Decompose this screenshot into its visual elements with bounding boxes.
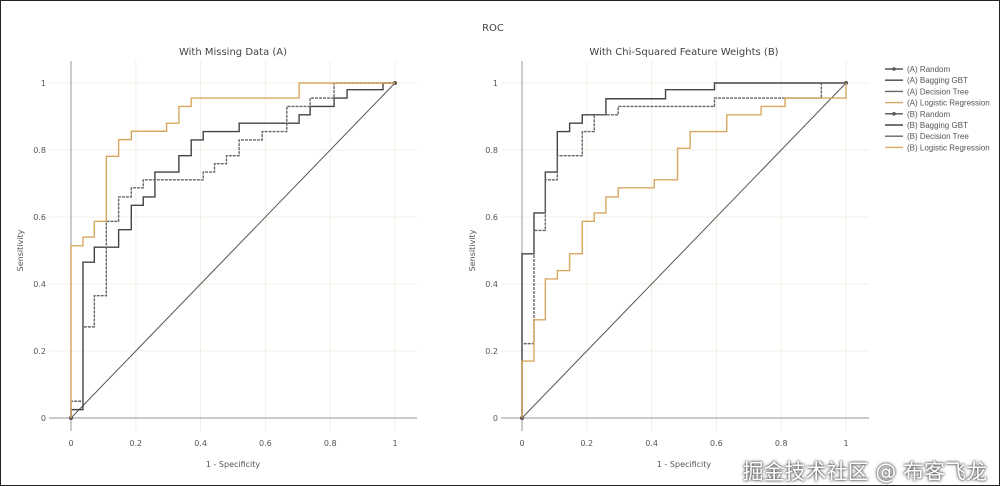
y-tick-label: 0.8 (485, 146, 498, 155)
legend-label: (A) Bagging GBT (907, 76, 968, 85)
legend-label: (B) Logistic Regression (907, 143, 990, 152)
x-tick-label: 0.4 (645, 439, 658, 448)
y-tick-label: 0.4 (33, 280, 46, 289)
y-tick-label: 1 (41, 79, 46, 88)
legend-item-b-random: (B) Random (885, 110, 950, 119)
x-tick-label: 0.2 (580, 439, 593, 448)
y-tick-label: 0.6 (485, 213, 498, 222)
y-tick-label: 1 (493, 79, 498, 88)
legend-item-b-logistic-regression: (B) Logistic Regression (885, 143, 990, 152)
x-tick-label: 0 (519, 439, 524, 448)
y-axis-title: Sensitivity (16, 229, 25, 271)
x-tick-label: 0.8 (324, 439, 337, 448)
y-tick-label: 0.2 (485, 347, 498, 356)
legend-marker (892, 112, 896, 116)
series-a-decision-tree (70, 82, 395, 418)
series-a-logistic-regression (70, 82, 395, 418)
legend-item-a-decision-tree: (A) Decision Tree (885, 87, 969, 96)
series-b-random (521, 82, 847, 419)
y-tick-label: 0.2 (33, 347, 46, 356)
subplot-title: With Chi-Squared Feature Weights (B) (589, 47, 778, 58)
y-tick-label: 0.6 (33, 213, 46, 222)
legend-item-a-logistic-regression: (A) Logistic Regression (885, 99, 990, 108)
series-b-logistic-regression (521, 83, 847, 418)
x-axis-title: 1 - Specificity (657, 460, 712, 469)
legend-label: (B) Decision Tree (907, 132, 969, 141)
x-tick-label: 0.8 (775, 439, 788, 448)
series-a-random (70, 82, 396, 419)
y-tick-label: 0.4 (485, 280, 498, 289)
subplot-b: 0 0.2 0.4 0.6 0.8 1 0 0.2 0.4 0.6 0.8 1 With Chi-Squ… (468, 47, 869, 469)
x-tick-label: 0.6 (259, 439, 272, 448)
legend-label: (A) Random (907, 65, 950, 74)
legend-item-a-random: (A) Random (885, 65, 950, 74)
x-tick-label: 0.2 (129, 439, 142, 448)
legend-marker (892, 67, 896, 71)
watermark: 掘金技术社区 @ 布客飞龙 (742, 460, 987, 484)
legend-label: (B) Bagging GBT (907, 121, 968, 130)
legend-item-b-bagging-gbt: (B) Bagging GBT (885, 121, 968, 130)
x-tick-label: 1 (392, 439, 397, 448)
figure-title: ROC (482, 23, 504, 34)
x-tick-label: 1 (843, 439, 848, 448)
y-tick-label: 0 (41, 414, 46, 423)
legend: (A) Random (A) Bagging GBT (A) Decision Tr… (885, 65, 990, 152)
x-tick-label: 0.6 (710, 439, 723, 448)
legend-item-b-decision-tree: (B) Decision Tree (885, 132, 969, 141)
y-tick-label: 0.8 (33, 146, 46, 155)
legend-item-a-bagging-gbt: (A) Bagging GBT (885, 76, 968, 85)
series-a-bagging-gbt (70, 82, 395, 418)
legend-label: (B) Random (907, 110, 950, 119)
x-tick-label: 0.4 (194, 439, 207, 448)
subplot-a: 0 0.2 0.4 0.6 0.8 1 0 0.2 0.4 0.6 0.8 1 With Missing… (16, 47, 417, 469)
x-tick-label: 0 (68, 439, 73, 448)
legend-label: (A) Decision Tree (907, 87, 969, 96)
x-axis-title: 1 - Specificity (206, 460, 261, 469)
subplot-title: With Missing Data (A) (179, 47, 287, 58)
legend-label: (A) Logistic Regression (907, 99, 990, 108)
y-axis-title: Sensitivity (468, 229, 477, 271)
y-tick-label: 0 (493, 414, 498, 423)
